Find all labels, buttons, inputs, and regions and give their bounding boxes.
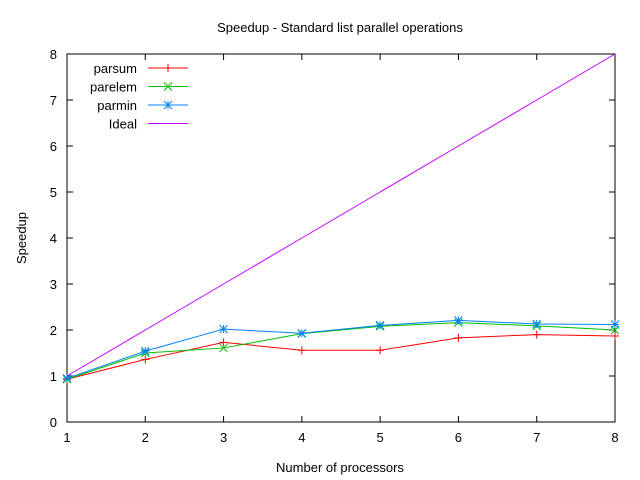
x-tick-label: 3: [220, 430, 227, 445]
series-line-parsum: [66, 334, 616, 380]
data-point-parsum: [532, 330, 541, 339]
data-point-parsum: [376, 346, 385, 355]
y-tick-label: 8: [50, 47, 57, 62]
series-line-parelem: [66, 322, 616, 380]
data-point-parsum: [297, 346, 306, 355]
legend-entry-parelem: parelem: [90, 80, 188, 95]
legend: parsum parelem parmin Ideal: [90, 61, 188, 132]
y-axis-label: Speedup: [14, 212, 29, 264]
data-point-parmin: [140, 346, 150, 356]
legend-entry-parmin: parmin: [97, 98, 188, 113]
y-tick-label: 3: [50, 277, 57, 292]
y-tick-label: 2: [50, 323, 57, 338]
x-tick-label: 4: [298, 430, 305, 445]
data-point-parsum: [611, 331, 619, 340]
y-tick-label: 7: [50, 93, 57, 108]
data-point-parmin: [610, 320, 620, 329]
x-tick-label: 8: [611, 430, 618, 445]
legend-label: parmin: [97, 98, 137, 113]
legend-entry-ideal: Ideal: [109, 117, 188, 132]
data-point-parmin: [219, 324, 228, 334]
legend-label: Ideal: [109, 117, 137, 132]
data-point-parmin: [532, 319, 542, 329]
y-tick-label: 0: [50, 415, 57, 430]
plot-frame: [66, 53, 616, 423]
series-line-ideal: [66, 53, 616, 377]
legend-marker-parmin: [163, 100, 173, 110]
legend-marker-parsum: [164, 64, 172, 72]
x-tick-label: 1: [63, 430, 70, 445]
legend-entry-parsum: parsum: [94, 61, 188, 76]
data-point-parsum: [141, 355, 150, 364]
series-layer: [62, 53, 620, 384]
y-tick-label: 6: [50, 139, 57, 154]
y-tick-label: 5: [50, 185, 57, 200]
data-point-parmin: [297, 328, 307, 338]
data-point-parsum: [454, 333, 463, 342]
data-point-parmin: [375, 321, 385, 330]
series-parsum: [63, 330, 619, 384]
legend-marker-parelem: [163, 82, 173, 91]
y-tick-label: 4: [50, 231, 57, 246]
legend-label: parelem: [90, 80, 137, 95]
x-axis-label: Number of processors: [276, 460, 404, 475]
series-line-parmin: [66, 319, 616, 379]
series-parmin: [62, 315, 620, 383]
x-tick-label: 2: [142, 430, 149, 445]
legend-label: parsum: [94, 61, 137, 76]
x-tick-label: 6: [455, 430, 462, 445]
x-tick-label: 7: [533, 430, 540, 445]
series-ideal: [66, 53, 616, 377]
y-tick-label: 1: [50, 369, 57, 384]
data-point-parsum: [219, 338, 228, 347]
data-point-parmin: [62, 373, 72, 383]
data-point-parmin: [454, 315, 463, 325]
data-point-parelem: [219, 343, 228, 353]
chart-title: Speedup - Standard list parallel operati…: [217, 20, 463, 35]
x-tick-label: 5: [377, 430, 384, 445]
